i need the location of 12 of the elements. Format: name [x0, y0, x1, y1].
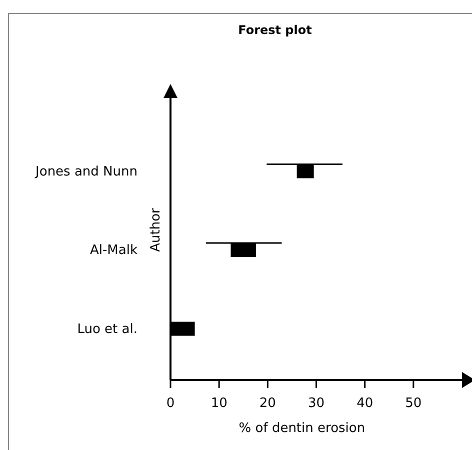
x-tick-label: 50 — [405, 396, 422, 412]
x-tick-label: 10 — [210, 396, 228, 412]
chart-title: Forest plot — [238, 23, 312, 37]
y-tick-label: Luo et al. — [77, 322, 138, 337]
x-axis-title: % of dentin erosion — [238, 421, 366, 436]
x-tick-label: 30 — [308, 396, 325, 412]
y-tick-label: Jones and Nunn — [34, 164, 138, 180]
y-axis-title: Author — [148, 207, 164, 252]
x-tick-label: 0 — [166, 396, 175, 412]
x-tick-label: 40 — [356, 396, 374, 412]
x-tick-label: 20 — [259, 396, 276, 412]
y-tick-label: Al-Malk — [90, 243, 138, 258]
